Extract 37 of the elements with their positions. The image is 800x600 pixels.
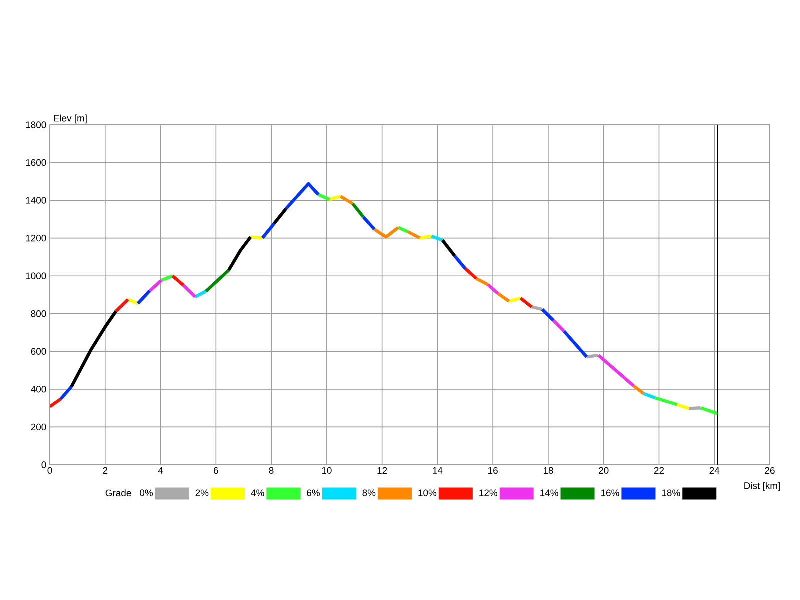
y-tick-label: 1000 [26, 272, 46, 280]
y-tick-label: 600 [31, 348, 46, 356]
legend-label: 6% [307, 490, 320, 496]
x-tick-label: 14 [433, 467, 443, 474]
x-tick-label: 0 [48, 467, 52, 474]
x-tick-label: 18 [544, 467, 554, 474]
x-tick-label: 24 [710, 467, 720, 474]
legend-label: 14% [540, 490, 558, 496]
x-tick-label: 12 [378, 467, 388, 474]
legend-label: 0% [140, 490, 154, 496]
x-tick-label: 16 [488, 467, 498, 474]
legend-label: 18% [662, 490, 680, 496]
x-tick-label: 26 [765, 467, 775, 474]
legend-label: 2% [196, 490, 209, 496]
y-tick-label: 1200 [26, 234, 46, 242]
legend-label: 4% [251, 490, 264, 496]
legend-label: 8% [362, 490, 376, 496]
y-tick-label: 1600 [26, 159, 46, 166]
y-tick-label: 1400 [26, 197, 46, 204]
legend-title: Grade [106, 490, 132, 497]
legend-label: 10% [418, 490, 437, 496]
x-tick-label: 6 [214, 467, 218, 474]
legend-label: 12% [480, 490, 498, 496]
y-axis-title: Elev [m] [54, 114, 87, 124]
x-tick-label: 2 [103, 467, 108, 474]
x-tick-label: 8 [269, 467, 274, 474]
x-tick-label: 10 [322, 467, 332, 474]
x-tick-label: 20 [599, 467, 609, 474]
y-tick-label: 0 [42, 462, 46, 468]
x-tick-label: 4 [158, 467, 164, 474]
legend-label: 16% [601, 490, 620, 496]
y-tick-label: 200 [31, 424, 46, 431]
y-tick-label: 400 [31, 386, 46, 393]
x-axis-title: Dist [km] [744, 482, 780, 492]
x-tick-label: 22 [654, 467, 664, 474]
y-tick-label: 1800 [26, 122, 46, 128]
y-tick-label: 800 [31, 310, 46, 318]
